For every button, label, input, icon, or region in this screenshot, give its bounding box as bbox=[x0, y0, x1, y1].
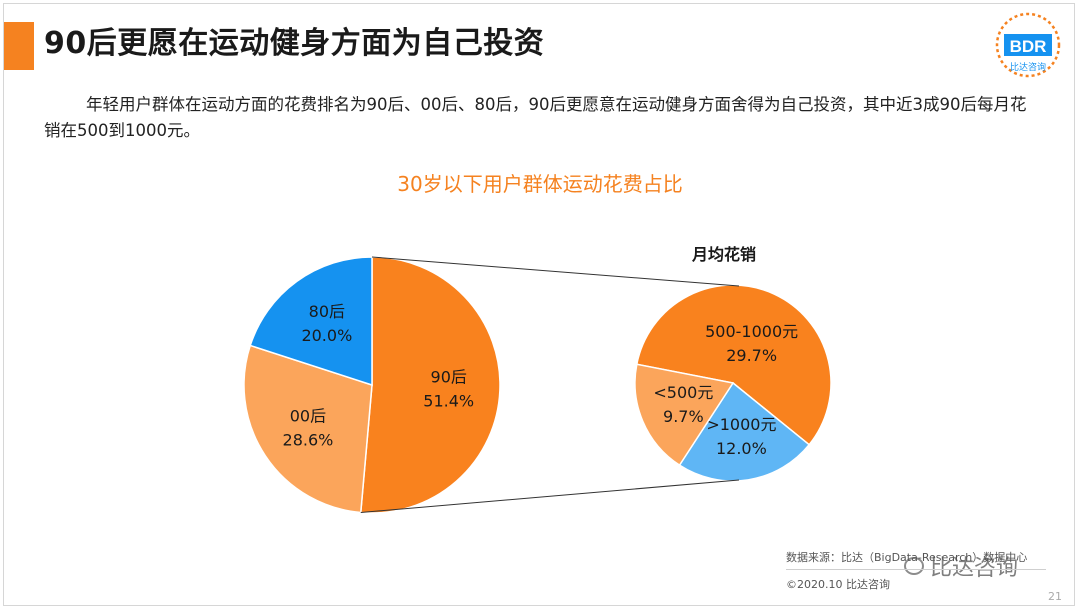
sub-pie-slice-0 bbox=[635, 284, 832, 446]
slice-value-main-0: 51.4% bbox=[423, 391, 474, 410]
sub-pie-slice-1 bbox=[678, 381, 811, 482]
slice-label-sub-0: 500-1000元 bbox=[705, 322, 798, 341]
slice-label-main-1: 00后 bbox=[290, 406, 326, 425]
page-number: 21 bbox=[1048, 590, 1062, 603]
main-pie-slice-1 bbox=[243, 344, 373, 514]
slice-label-main-2: 80后 bbox=[309, 302, 345, 321]
watermark-text: 比达咨询 bbox=[930, 556, 1019, 581]
data-source: 数据来源：比达（BigData-Research）数据中心 bbox=[786, 551, 1028, 564]
title-accent-bar bbox=[4, 22, 34, 70]
main-pie-slice-0 bbox=[359, 256, 501, 514]
slice-label-sub-1: >1000元 bbox=[706, 415, 776, 434]
description-text: 年轻用户群体在运动方面的花费排名为90后、00后、80后，90后更愿意在运动健身… bbox=[44, 95, 1027, 140]
main-pie: 90后 51.4% 00后 28.6% 80后 20.0% bbox=[243, 256, 501, 514]
slice-value-main-2: 20.0% bbox=[301, 326, 352, 345]
slice-value-main-1: 28.6% bbox=[283, 430, 334, 449]
slice-label-sub-2: <500元 bbox=[653, 383, 713, 402]
page-title: 90后更愿在运动健身方面为自己投资 bbox=[44, 26, 545, 61]
connector-line-top bbox=[371, 256, 740, 287]
logo-subtitle: 比达咨询 bbox=[1010, 61, 1046, 73]
bdr-logo: BDR 比达咨询 bbox=[990, 10, 1066, 80]
connector-line-bottom bbox=[360, 479, 740, 514]
sub-pie: 500-1000元 29.7% >1000元 12.0% <500元 9.7% bbox=[634, 284, 832, 482]
footer-divider bbox=[786, 569, 1046, 570]
slice-value-sub-0: 29.7% bbox=[726, 346, 777, 365]
main-pie-slice-2 bbox=[249, 256, 373, 387]
sub-pie-title: 月均花销 bbox=[691, 245, 756, 264]
slice-value-sub-1: 12.0% bbox=[716, 439, 767, 458]
slide-frame bbox=[3, 3, 1075, 606]
copyright: ©2020.10 比达咨询 bbox=[786, 578, 890, 591]
wechat-watermark: 比达咨询 bbox=[904, 550, 1018, 582]
wechat-icon bbox=[904, 557, 924, 575]
slice-value-sub-2: 9.7% bbox=[663, 407, 704, 426]
bdr-logo-graphic: BDR 比达咨询 bbox=[995, 12, 1061, 78]
sub-pie-slice-2 bbox=[634, 363, 735, 467]
logo-text: BDR bbox=[1010, 37, 1047, 56]
chart-title: 30岁以下用户群体运动花费占比 bbox=[397, 172, 683, 196]
slice-label-main-0: 90后 bbox=[431, 367, 467, 386]
